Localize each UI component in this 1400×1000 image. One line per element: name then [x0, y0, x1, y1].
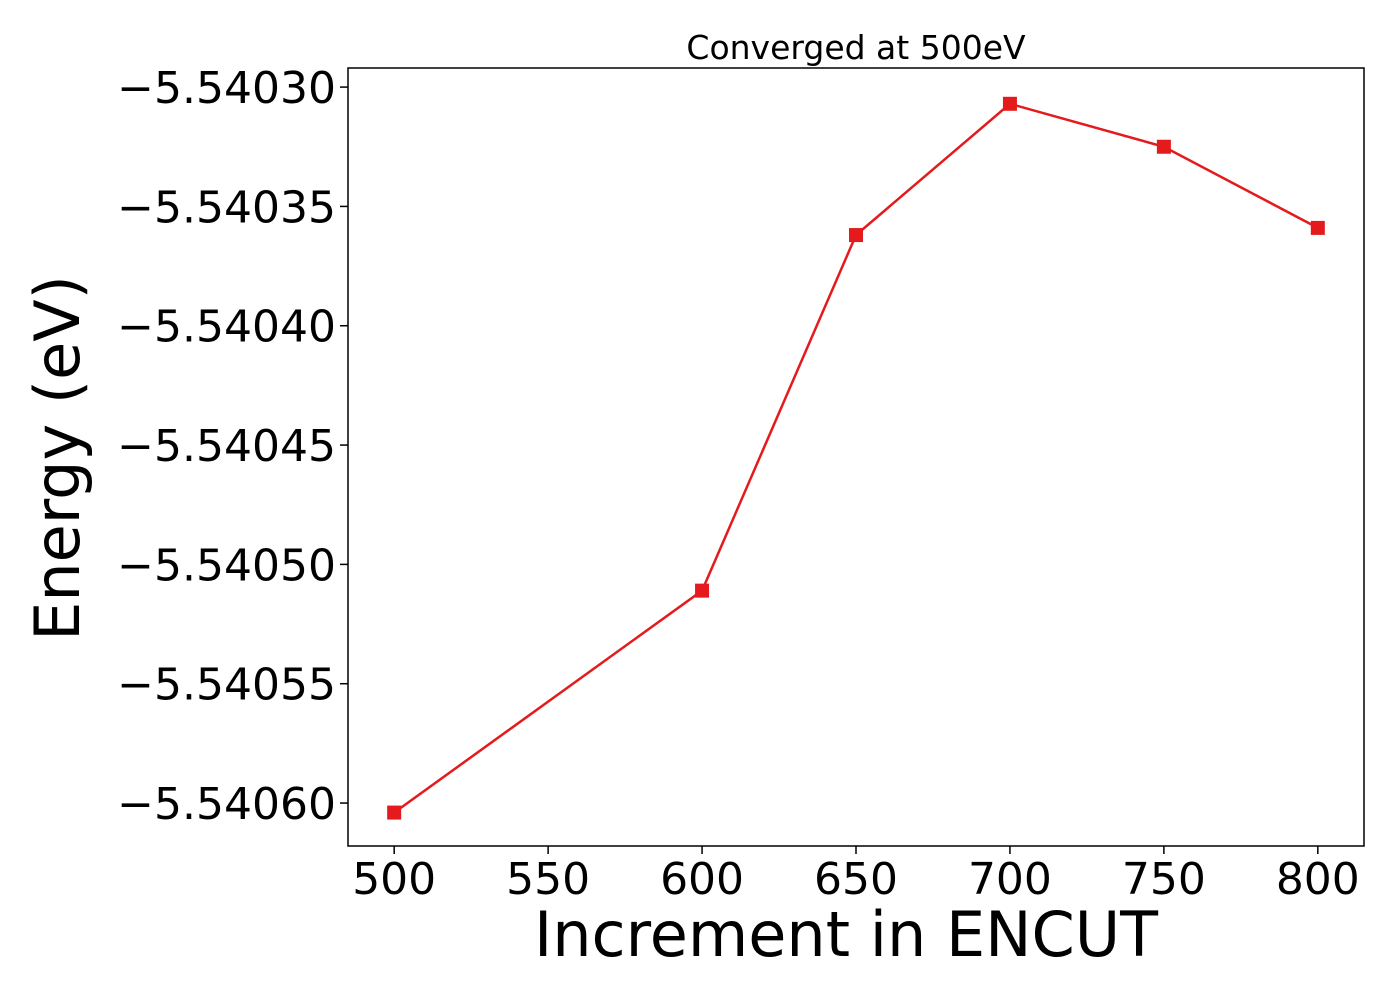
- x-tick-label: 500: [352, 854, 436, 905]
- data-point-marker: [1156, 139, 1171, 154]
- x-tick-label: 750: [1122, 854, 1206, 905]
- y-axis-label: Energy (eV): [21, 275, 94, 641]
- y-tick-label: −5.54060: [117, 779, 336, 830]
- plot-area: [347, 67, 1365, 847]
- y-tick-label: −5.54035: [117, 182, 336, 233]
- data-point-marker: [695, 583, 710, 598]
- x-tick-label: 650: [814, 854, 898, 905]
- series-energy: [387, 96, 1325, 820]
- x-axis-label: Increment in ENCUT: [534, 898, 1159, 971]
- y-tick-label: −5.54040: [117, 302, 336, 353]
- chart-title: Converged at 500eV: [686, 28, 1026, 67]
- y-tick-label: −5.54050: [117, 540, 336, 591]
- data-point-marker: [387, 805, 402, 820]
- x-tick-label: 600: [660, 854, 744, 905]
- series-line: [393, 102, 1319, 814]
- y-axis-ticks: −5.54030 −5.54035 −5.54040 −5.54045 −5.54050…: [117, 63, 348, 830]
- x-tick-label: 550: [506, 854, 590, 905]
- data-point-marker: [1310, 220, 1325, 235]
- y-tick-label: −5.54055: [117, 660, 336, 711]
- x-axis-ticks: 500 550 600 650 700 750 800: [352, 846, 1360, 905]
- x-tick-label: 700: [968, 854, 1052, 905]
- data-point-marker: [849, 228, 863, 243]
- y-tick-label: −5.54045: [117, 421, 336, 472]
- data-point-marker: [1002, 96, 1017, 111]
- x-tick-label: 800: [1276, 854, 1360, 905]
- y-tick-label: −5.54030: [117, 63, 336, 114]
